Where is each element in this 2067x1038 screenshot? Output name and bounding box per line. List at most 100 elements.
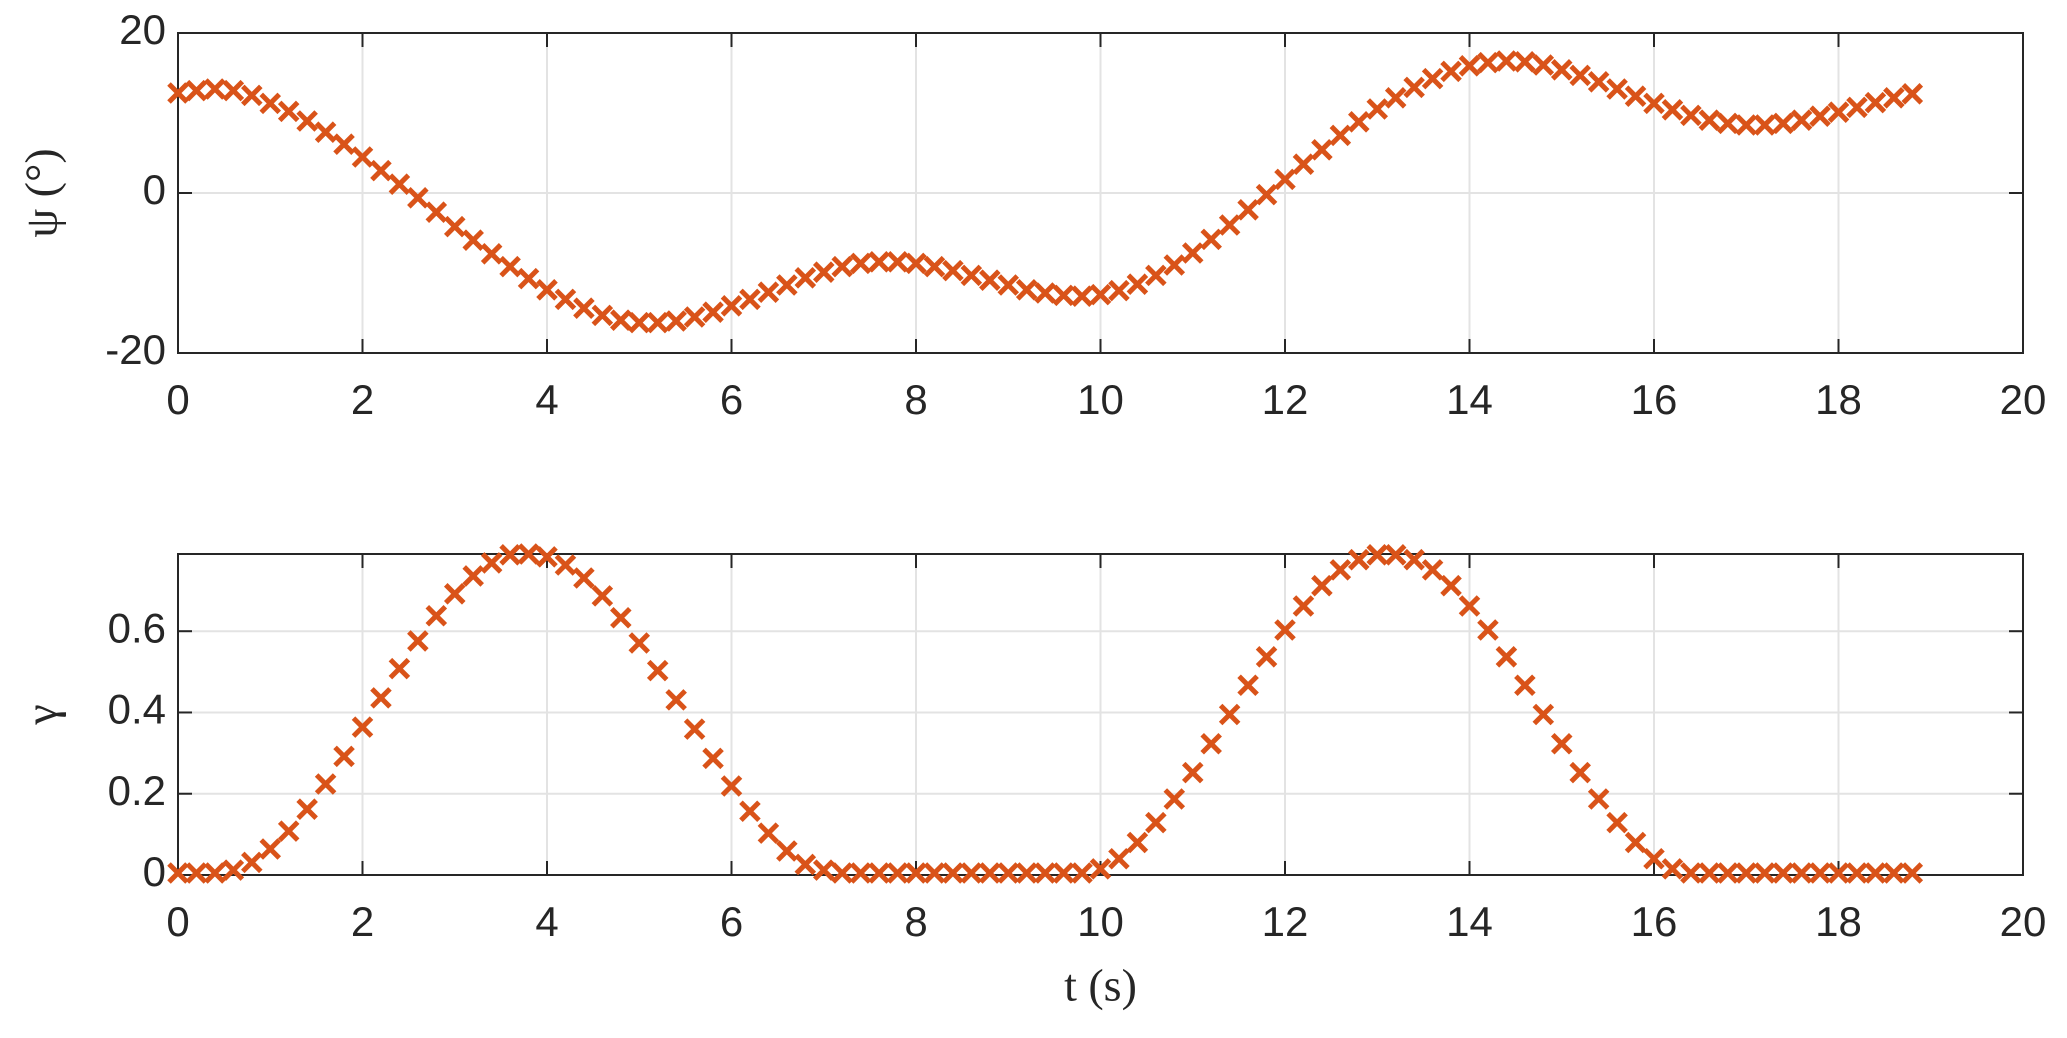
marker: [241, 84, 263, 107]
marker: [167, 862, 189, 884]
marker: [1883, 862, 1905, 884]
marker: [1255, 183, 1278, 206]
marker: [443, 215, 466, 238]
marker: [1883, 87, 1905, 109]
marker: [1440, 60, 1462, 83]
marker: [1717, 862, 1739, 884]
marker: [388, 657, 411, 680]
x-tick-label: 8: [904, 898, 927, 945]
axes-box: [177, 32, 2024, 354]
marker: [185, 79, 208, 102]
marker: [1735, 114, 1758, 136]
marker: [1329, 559, 1352, 581]
marker: [1384, 87, 1407, 109]
marker: [1052, 284, 1075, 307]
marker: [517, 267, 540, 290]
marker: [554, 288, 577, 311]
marker: [610, 607, 632, 629]
y-tick-label: -20: [105, 326, 166, 373]
marker: [370, 159, 392, 182]
marker: [665, 310, 687, 332]
marker: [1329, 124, 1352, 147]
x-tick-label: 4: [535, 898, 558, 945]
marker: [314, 773, 337, 795]
marker: [1717, 112, 1739, 135]
marker: [462, 565, 484, 587]
marker: [1514, 51, 1536, 73]
marker: [1311, 139, 1333, 161]
marker: [794, 853, 817, 876]
x-tick-label: 4: [535, 376, 558, 423]
marker: [1550, 732, 1573, 755]
marker: [923, 862, 946, 884]
marker: [1901, 83, 1924, 105]
marker: [1624, 85, 1647, 107]
marker: [1403, 548, 1425, 571]
marker: [1200, 732, 1222, 755]
marker: [720, 295, 743, 317]
marker: [351, 716, 374, 738]
marker: [739, 800, 761, 822]
marker: [812, 261, 835, 283]
x-tick-label: 20: [2000, 898, 2047, 945]
marker: [1458, 595, 1481, 617]
marker: [1458, 55, 1481, 77]
y-axis-label: γ: [16, 704, 67, 725]
marker: [499, 544, 521, 566]
x-tick-label: 16: [1631, 376, 1678, 423]
marker: [628, 632, 651, 654]
marker: [1108, 847, 1130, 870]
marker: [1163, 788, 1186, 810]
marker: [1864, 91, 1887, 114]
marker: [1218, 703, 1241, 726]
marker: [1587, 71, 1610, 93]
y-tick-label: 0.6: [108, 604, 166, 651]
marker: [1200, 228, 1222, 251]
marker: [960, 862, 983, 884]
marker: [812, 859, 835, 881]
marker: [1680, 104, 1702, 127]
x-tick-label: 2: [351, 376, 374, 423]
marker: [1292, 595, 1315, 617]
marker: [646, 659, 669, 682]
marker: [1421, 559, 1444, 581]
marker: [1274, 168, 1296, 191]
marker: [997, 862, 1020, 884]
marker: [1753, 862, 1776, 884]
marker: [739, 288, 761, 311]
marker: [591, 304, 614, 327]
marker: [1071, 285, 1093, 307]
marker: [1514, 674, 1536, 697]
marker: [905, 252, 927, 275]
marker: [573, 297, 595, 319]
marker: [185, 862, 208, 884]
marker: [1181, 761, 1204, 784]
marker: [1348, 111, 1370, 133]
marker: [1901, 862, 1924, 884]
marker: [1089, 858, 1112, 880]
marker: [1680, 862, 1702, 884]
x-tick-label: 6: [720, 898, 743, 945]
marker: [1698, 862, 1721, 884]
marker: [702, 301, 724, 323]
marker: [1108, 279, 1130, 302]
marker: [425, 201, 448, 223]
marker: [886, 862, 909, 884]
marker: [886, 251, 909, 273]
marker: [222, 79, 245, 102]
marker: [1089, 283, 1112, 306]
marker: [1532, 703, 1555, 726]
x-tick-label: 2: [351, 898, 374, 945]
marker: [1735, 862, 1758, 884]
marker: [1015, 279, 1038, 301]
y-tick-label: 0.2: [108, 767, 166, 814]
marker: [610, 309, 632, 331]
marker: [1698, 109, 1721, 131]
marker: [204, 862, 226, 884]
marker: [1790, 862, 1813, 884]
marker: [517, 543, 540, 565]
marker: [1255, 646, 1278, 668]
y-tick-label: 0: [143, 848, 166, 895]
marker: [1145, 264, 1167, 287]
